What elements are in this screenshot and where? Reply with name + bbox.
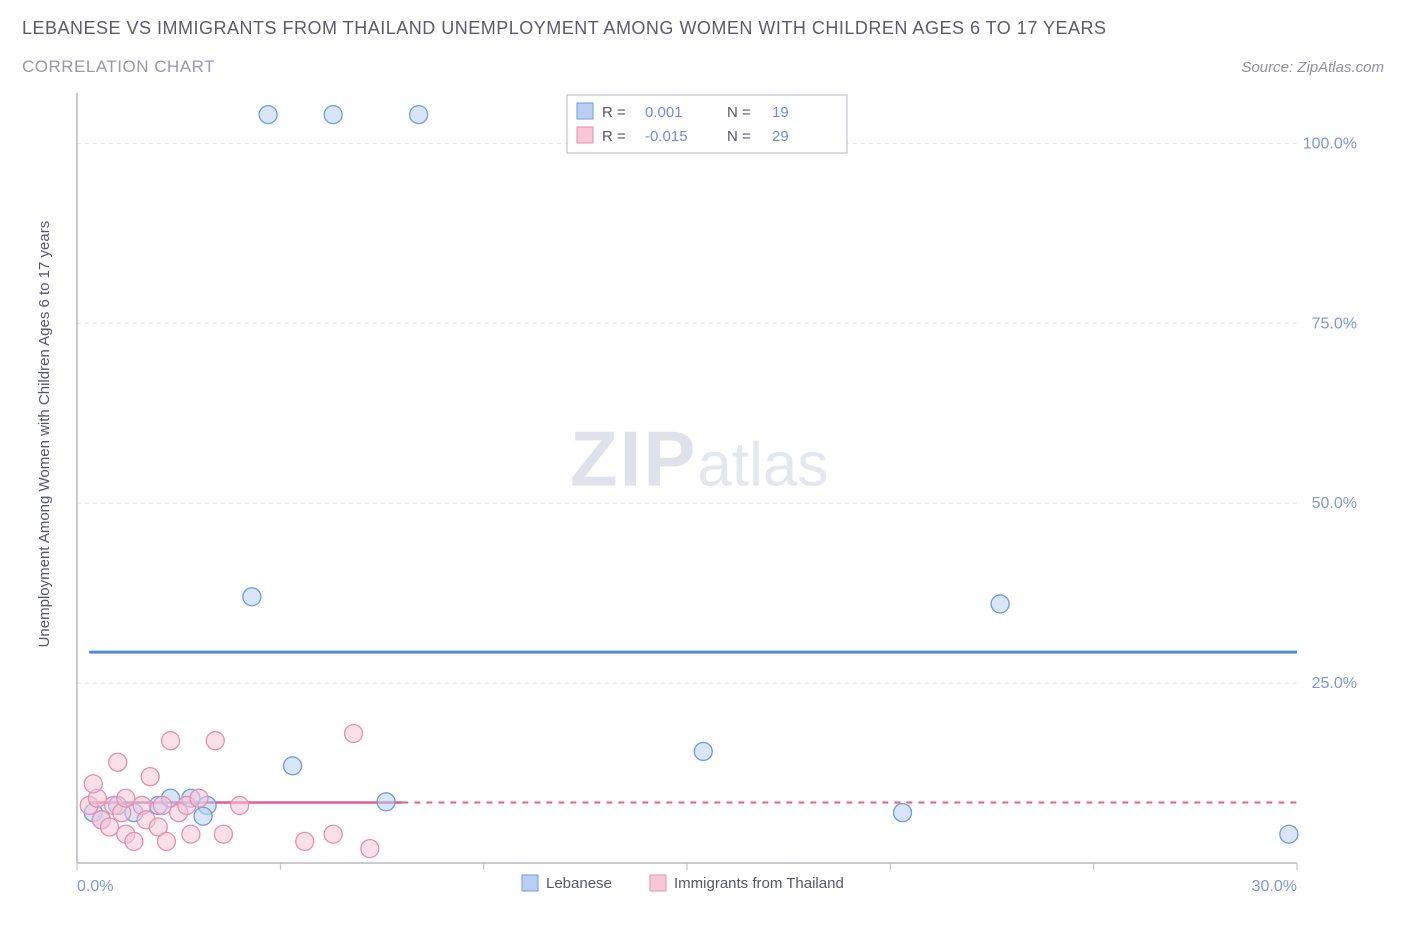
stats-text: 19: [772, 104, 789, 121]
stats-text: N =: [727, 104, 751, 121]
data-point: [117, 789, 135, 807]
data-point: [206, 732, 224, 750]
data-point: [194, 807, 212, 825]
data-point: [84, 775, 102, 793]
data-point: [410, 106, 428, 124]
legend-swatch: [522, 875, 538, 891]
data-point: [190, 789, 208, 807]
stats-text: N =: [727, 128, 751, 145]
y-tick-label: 50.0%: [1312, 495, 1357, 512]
data-point: [284, 757, 302, 775]
stats-text: R =: [602, 104, 626, 121]
y-tick-label: 75.0%: [1312, 315, 1357, 332]
data-point: [182, 825, 200, 843]
data-point: [214, 825, 232, 843]
data-point: [243, 588, 261, 606]
data-point: [259, 106, 277, 124]
data-point: [991, 595, 1009, 613]
x-tick-label: 30.0%: [1252, 878, 1297, 895]
legend-swatch: [577, 127, 593, 143]
chart-svg: ZIPatlas25.0%50.0%75.0%100.0%0.0%30.0%Un…: [22, 83, 1382, 903]
data-point: [324, 106, 342, 124]
legend-swatch: [650, 875, 666, 891]
legend-label: Immigrants from Thailand: [674, 875, 844, 892]
correlation-chart: ZIPatlas25.0%50.0%75.0%100.0%0.0%30.0%Un…: [22, 83, 1382, 903]
data-point: [125, 832, 143, 850]
data-point: [1280, 825, 1298, 843]
data-point: [153, 796, 171, 814]
data-point: [377, 793, 395, 811]
data-point: [296, 832, 314, 850]
x-tick-label: 0.0%: [77, 878, 113, 895]
data-point: [345, 724, 363, 742]
y-tick-label: 100.0%: [1303, 135, 1357, 152]
y-axis-title: Unemployment Among Women with Children A…: [36, 221, 53, 648]
data-point: [109, 753, 127, 771]
y-tick-label: 25.0%: [1312, 675, 1357, 692]
stats-text: 0.001: [645, 104, 683, 121]
data-point: [101, 818, 119, 836]
data-point: [141, 768, 159, 786]
chart-subtitle: CORRELATION CHART: [22, 57, 215, 77]
data-point: [157, 832, 175, 850]
stats-text: -0.015: [645, 128, 688, 145]
source-attribution: Source: ZipAtlas.com: [1241, 59, 1384, 76]
data-point: [231, 796, 249, 814]
stats-text: R =: [602, 128, 626, 145]
data-point: [894, 804, 912, 822]
legend-label: Lebanese: [546, 875, 612, 892]
data-point: [324, 825, 342, 843]
data-point: [361, 840, 379, 858]
chart-title: LEBANESE VS IMMIGRANTS FROM THAILAND UNE…: [22, 18, 1384, 39]
data-point: [162, 732, 180, 750]
stats-text: 29: [772, 128, 789, 145]
legend-swatch: [577, 103, 593, 119]
data-point: [694, 742, 712, 760]
